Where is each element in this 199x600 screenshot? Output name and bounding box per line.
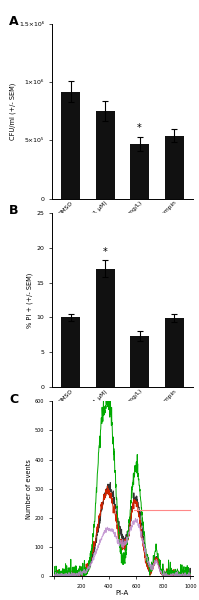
- Bar: [96, 269, 115, 388]
- Text: B: B: [9, 204, 19, 217]
- Bar: [165, 136, 183, 199]
- Y-axis label: CFU/ml (+/- SEM): CFU/ml (+/- SEM): [10, 83, 16, 140]
- Text: *: *: [103, 247, 107, 257]
- Bar: [130, 337, 149, 388]
- Y-axis label: % PI + (+/- SEM): % PI + (+/- SEM): [27, 272, 33, 328]
- Bar: [61, 317, 80, 388]
- Bar: [96, 112, 115, 199]
- Bar: [130, 144, 149, 199]
- Text: C: C: [9, 392, 19, 406]
- Text: *: *: [137, 124, 142, 133]
- X-axis label: PI-A: PI-A: [116, 590, 129, 596]
- Y-axis label: Number of events: Number of events: [26, 459, 32, 518]
- Text: A: A: [9, 15, 19, 28]
- Bar: [61, 92, 80, 199]
- Bar: [165, 318, 183, 388]
